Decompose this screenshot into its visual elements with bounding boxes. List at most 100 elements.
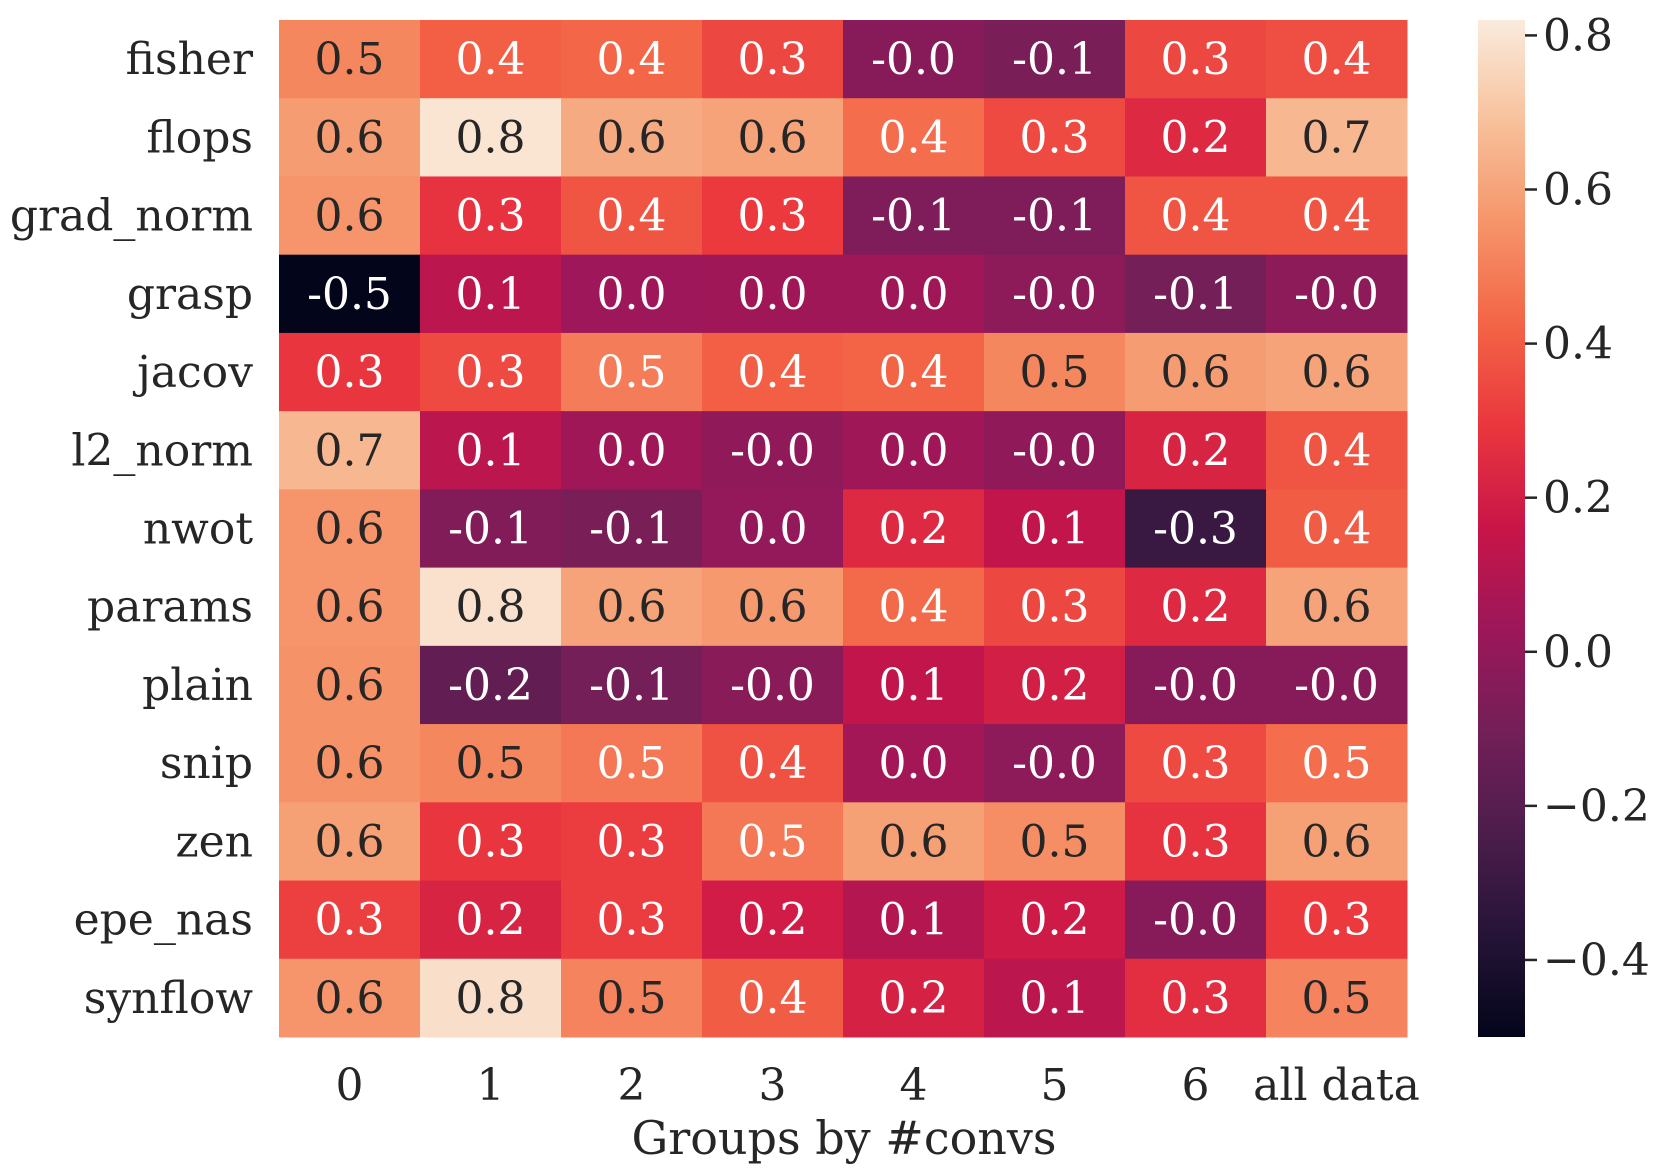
heatmap-cell: [843, 332, 985, 412]
heatmap-cell: [984, 98, 1126, 177]
heatmap-cell-label: 0.3: [456, 816, 526, 867]
heatmap-cell-label: 0.6: [315, 503, 385, 554]
colorbar-ticks: 0.8 0.6 0.4 0.2 0.0 −0.2 −0.4: [1525, 10, 1650, 986]
heatmap-cell-label: -0.1: [589, 503, 674, 554]
heatmap-cell: [702, 254, 844, 334]
heatmap-cell: [420, 645, 562, 725]
heatmap-cell-label: 0.8: [456, 582, 526, 633]
heatmap-cell: [561, 489, 703, 569]
heatmap-cell: [984, 332, 1126, 412]
heatmap-cell-label: 0.3: [738, 191, 808, 242]
heatmap-cell-label: 0.6: [1302, 347, 1372, 398]
heatmap-cell-label: 0.2: [1020, 660, 1090, 711]
heatmap-cell: [984, 411, 1126, 490]
heatmap-cell-label: 0.6: [1302, 582, 1372, 633]
x-axis-tick-labels: 0 1 2 3 4 5 6 all data: [336, 1060, 1420, 1111]
heatmap-cell: [279, 98, 421, 177]
heatmap-cell-label: 0.1: [1020, 503, 1090, 554]
heatmap-cell-label: 0.4: [597, 34, 667, 85]
heatmap-cell: [843, 411, 985, 490]
heatmap-cell-label: 0.3: [1161, 738, 1231, 789]
heatmap-cell-label: 0.8: [456, 973, 526, 1024]
heatmap-cell-label: -0.1: [1012, 191, 1097, 242]
colorbar-tick-label: −0.4: [1543, 935, 1650, 986]
heatmap-cell-label: 0.6: [738, 112, 808, 163]
heatmap-cell-label: 0.3: [1020, 112, 1090, 163]
heatmap-cell: [984, 489, 1126, 569]
heatmap-cell-label: 0.3: [1161, 816, 1231, 867]
heatmap-cell: [561, 958, 703, 1038]
heatmap-cell: [1266, 880, 1408, 960]
heatmap-cell-label: 0.1: [879, 660, 949, 711]
heatmap-cell: [843, 489, 985, 569]
heatmap-cell: [1125, 880, 1267, 960]
heatmap-cell-label: -0.0: [1012, 269, 1097, 320]
y-tick-label: grasp: [127, 269, 253, 320]
heatmap-cell-label: 0.1: [1020, 973, 1090, 1024]
heatmap-cell: [984, 176, 1126, 256]
heatmap-cell-label: 0.3: [1302, 895, 1372, 946]
x-tick-label: 5: [1041, 1060, 1069, 1111]
colorbar-tick-label: −0.2: [1543, 781, 1650, 832]
heatmap-cell: [702, 880, 844, 960]
heatmap-cell: [1266, 802, 1408, 882]
heatmap-cell: [843, 724, 985, 803]
heatmap-cell: [702, 724, 844, 803]
heatmap-cell: [279, 880, 421, 960]
heatmap-cell: [1266, 254, 1408, 334]
heatmap-cell-label: -0.3: [1153, 503, 1238, 554]
heatmap-cell: [1125, 958, 1267, 1038]
heatmap-cell: [279, 724, 421, 803]
y-tick-label: snip: [160, 738, 253, 789]
y-tick-label: synflow: [84, 973, 254, 1024]
heatmap-cell: [984, 567, 1126, 647]
heatmap-cell-label: 0.4: [1302, 191, 1372, 242]
heatmap-cell: [561, 411, 703, 490]
heatmap-cell-label: -0.1: [871, 191, 956, 242]
heatmap-cell-label: 0.6: [315, 660, 385, 711]
heatmap-cell: [702, 489, 844, 569]
x-tick-label: 1: [477, 1060, 505, 1111]
heatmap-cell-label: 0.6: [597, 582, 667, 633]
heatmap-cell: [984, 645, 1126, 725]
heatmap-cell-label: 0.4: [879, 347, 949, 398]
heatmap-cell: [420, 567, 562, 647]
heatmap-cell: [420, 411, 562, 490]
x-tick-label: 6: [1182, 1060, 1210, 1111]
heatmap-cell: [279, 176, 421, 256]
heatmap-cell-label: -0.0: [1294, 269, 1379, 320]
heatmap-cell: [420, 176, 562, 256]
heatmap-cell-label: 0.2: [879, 973, 949, 1024]
heatmap-cell-label: 0.6: [879, 816, 949, 867]
heatmap-cell-label: -0.1: [448, 503, 533, 554]
heatmap-cell-label: 0.4: [1302, 425, 1372, 476]
y-tick-label: jacov: [132, 347, 253, 398]
heatmap-cell-label: 0.2: [879, 503, 949, 554]
colorbar-tick-label: 0.8: [1543, 10, 1613, 61]
x-tick-label: 3: [759, 1060, 787, 1111]
heatmap-cell: [1266, 489, 1408, 569]
heatmap-cell-label: 0.2: [456, 895, 526, 946]
heatmap-cell-label: -0.0: [1153, 660, 1238, 711]
heatmap-cell-label: -0.1: [589, 660, 674, 711]
heatmap-cell: [279, 489, 421, 569]
heatmap-cell-label: 0.5: [597, 973, 667, 1024]
heatmap-cell-label: 0.0: [597, 269, 667, 320]
heatmap-cells: 0.5 0.4 0.4 0.3 -0.0 -0.1 0.3 0.4 0.6 0.8 0.6 0.6 0.…: [279, 20, 1408, 1038]
heatmap-cell: [702, 332, 844, 412]
heatmap-cell: [1266, 958, 1408, 1038]
heatmap-cell: [279, 958, 421, 1038]
heatmap-cell-label: 0.3: [1161, 973, 1231, 1024]
heatmap-cell: [702, 176, 844, 256]
heatmap-cell-label: -0.5: [307, 269, 392, 320]
heatmap-cell-label: -0.0: [1012, 425, 1097, 476]
colorbar-gradient: [1478, 20, 1525, 1037]
heatmap-cell-label: 0.4: [738, 347, 808, 398]
heatmap-cell-label: 0.5: [738, 816, 808, 867]
heatmap-cell-label: 0.1: [456, 425, 526, 476]
y-tick-label: params: [87, 582, 253, 633]
heatmap-cell-label: -0.0: [871, 34, 956, 85]
heatmap-cell: [279, 20, 421, 99]
heatmap-cell: [1125, 176, 1267, 256]
heatmap-cell: [561, 724, 703, 803]
